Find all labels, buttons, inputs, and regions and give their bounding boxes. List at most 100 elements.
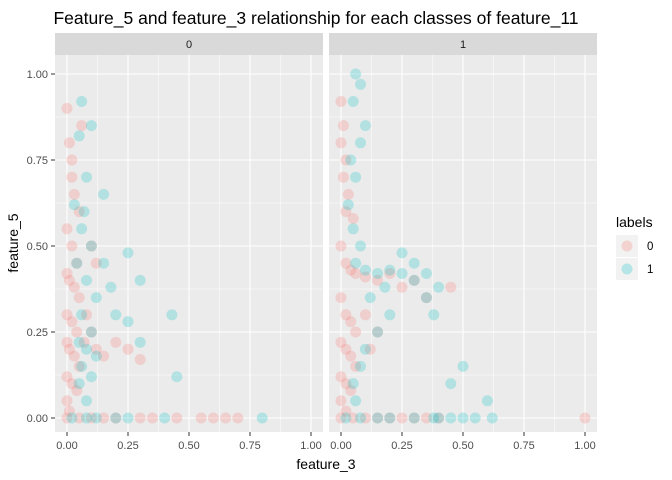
data-point-label-1 [355,360,367,372]
data-point-label-0 [340,154,352,166]
data-point-label-0 [347,212,359,224]
data-point-label-0 [364,343,376,355]
data-point-label-1 [408,257,420,269]
data-point-label-0 [579,412,591,424]
data-point-label-0 [71,257,83,269]
data-point-label-1 [105,281,117,293]
data-point-label-1 [81,274,93,286]
legend-key-bg-0 [616,235,638,257]
data-point-label-0 [207,412,219,424]
x-tick-label: 0.00 [330,440,351,452]
data-point-label-0 [66,316,78,328]
data-point-label-0 [63,343,75,355]
data-point-label-0 [90,343,102,355]
data-point-label-0 [345,384,357,396]
data-point-label-0 [345,264,357,276]
data-point-label-1 [134,336,146,348]
data-point-label-0 [335,240,347,252]
data-point-label-1 [396,247,408,259]
data-point-label-1 [345,154,357,166]
data-point-label-1 [98,188,110,200]
data-point-label-1 [486,412,498,424]
data-point-label-0 [396,412,408,424]
data-point-label-1 [384,309,396,321]
data-point-label-0 [340,257,352,269]
data-point-label-1 [350,68,362,80]
data-point-label-1 [350,171,362,183]
data-point-label-0 [195,412,207,424]
data-point-label-1 [379,281,391,293]
data-point-label-0 [68,350,80,362]
data-point-label-0 [340,405,352,417]
gridlines-1 [329,55,597,432]
data-point-label-1 [384,412,396,424]
data-point-label-0 [98,412,110,424]
data-point-label-1 [90,412,102,424]
data-point-label-0 [68,188,80,200]
data-point-label-1 [171,371,183,383]
data-point-label-1 [66,412,78,424]
y-tick-label: 0.00 [27,413,48,425]
data-point-label-1 [81,343,93,355]
x-tick-label: 0.75 [513,440,534,452]
data-point-label-1 [122,247,134,259]
data-point-label-0 [384,412,396,424]
data-point-label-1 [122,316,134,328]
x-tick-label: 1.00 [300,440,321,452]
data-point-label-0 [134,354,146,366]
data-point-label-0 [81,309,93,321]
legend-label-1: 1 [647,264,653,276]
data-point-label-0 [73,206,85,218]
data-point-label-1 [364,292,376,304]
data-point-label-0 [335,412,347,424]
data-point-label-0 [335,96,347,108]
data-point-label-1 [76,223,88,235]
data-point-label-0 [66,171,78,183]
data-point-label-1 [73,130,85,142]
data-point-label-0 [66,240,78,252]
data-point-label-1 [359,120,371,132]
x-tick-label: 0.50 [452,440,473,452]
data-point-label-0 [408,274,420,286]
data-point-label-0 [66,154,78,166]
data-point-label-1 [85,371,97,383]
data-point-label-1 [355,137,367,149]
data-point-label-1 [359,264,371,276]
data-point-label-1 [76,309,88,321]
data-point-label-1 [81,412,93,424]
facet-strip-1 [329,33,597,55]
legend-key-1 [621,263,633,275]
legend-key-0 [621,240,633,252]
data-point-label-1 [85,240,97,252]
legend: labels 0 1 [616,214,653,280]
data-point-label-0 [63,274,75,286]
data-point-label-1 [433,412,445,424]
data-point-label-1 [445,412,457,424]
x-tick-label: 0.25 [117,440,138,452]
y-tick-label: 1.00 [27,69,48,81]
data-point-label-1 [469,412,481,424]
data-point-label-0 [85,240,97,252]
data-point-label-1 [134,274,146,286]
data-point-label-0 [372,274,384,286]
facet-strip-label-1: 1 [460,39,466,51]
facet-panel-1: 1 [329,33,597,432]
data-point-label-1 [90,350,102,362]
data-point-label-0 [335,395,347,407]
data-point-label-1 [159,412,171,424]
data-point-label-0 [433,412,445,424]
data-point-label-1 [110,412,122,424]
data-point-label-1 [347,223,359,235]
legend-key-bg-1 [616,258,638,280]
data-point-label-0 [350,326,362,338]
data-point-label-0 [359,412,371,424]
data-point-label-0 [384,268,396,280]
data-point-label-1 [78,206,90,218]
data-point-label-1 [76,360,88,372]
data-point-label-0 [345,316,357,328]
data-point-label-1 [166,309,178,321]
data-point-label-0 [73,360,85,372]
data-point-label-1 [433,281,445,293]
data-point-label-0 [110,336,122,348]
data-point-label-1 [481,395,493,407]
